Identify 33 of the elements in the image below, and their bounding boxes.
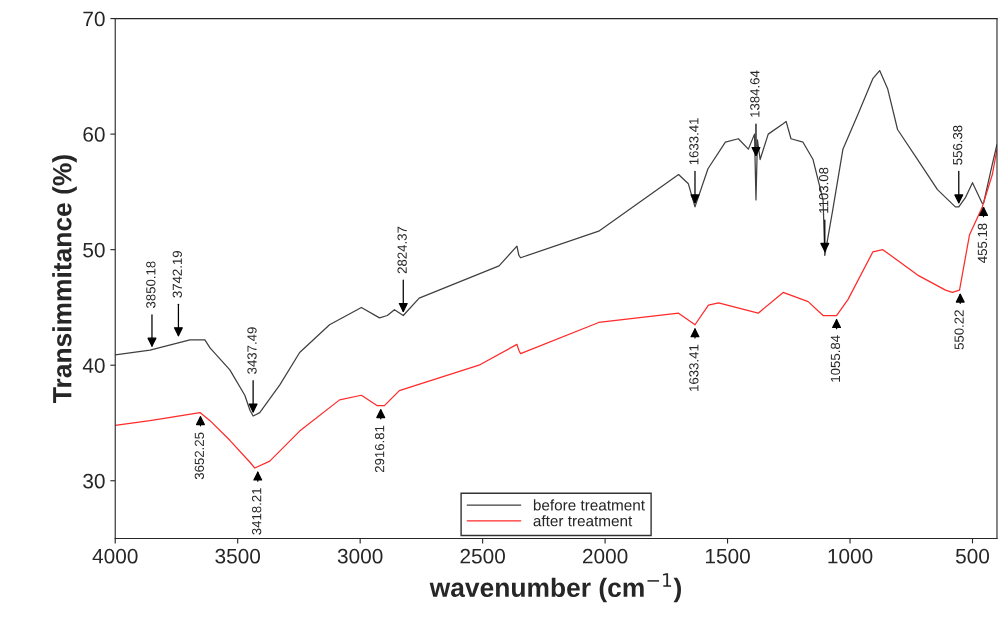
annotation: 3850.18 (146, 261, 156, 309)
annotation: 556.38 (952, 125, 963, 165)
annotation: 1384.64 (750, 70, 760, 117)
legend-label: before treatment (533, 499, 645, 511)
x-tick-label: 2000 (582, 548, 628, 564)
annotation: 2916.81 (374, 425, 385, 473)
annotation: 2824.37 (397, 226, 407, 274)
annotation: 3437.49 (247, 327, 257, 374)
annotation: 1055.84 (830, 335, 841, 382)
x-tick-label: 2500 (460, 548, 505, 564)
line-series (115, 69, 997, 417)
y-axis-title: Transimmitance (%) (52, 155, 77, 403)
annotation: 1103.08 (819, 167, 829, 213)
x-tick-label: 500 (955, 548, 990, 564)
x-tick-label: 3500 (215, 548, 261, 564)
annotation: 3742.19 (172, 251, 182, 298)
annotation: 3418.21 (251, 488, 262, 535)
annotation: 3652.25 (194, 432, 205, 480)
y-tick-label: 40 (82, 358, 105, 373)
annotation: 1633.41 (689, 344, 699, 391)
y-tick-label: 60 (83, 127, 105, 142)
annotation: 1633.41 (689, 118, 699, 165)
x-tick-label: 3000 (337, 548, 383, 564)
y-tick-label: 30 (83, 473, 105, 489)
x-tick-label: 1500 (705, 548, 750, 564)
legend-label: after treatment (533, 515, 633, 527)
x-tick-label: 4000 (92, 548, 138, 564)
annotation: 550.22 (954, 310, 964, 350)
y-tick-label: 70 (83, 11, 105, 27)
y-tick-label: 50 (83, 242, 105, 258)
annotation: 455.18 (977, 223, 988, 263)
x-axis-title: wavenumber (cm$^{−1}$) (429, 573, 681, 603)
x-tick-label: 1000 (828, 548, 873, 564)
